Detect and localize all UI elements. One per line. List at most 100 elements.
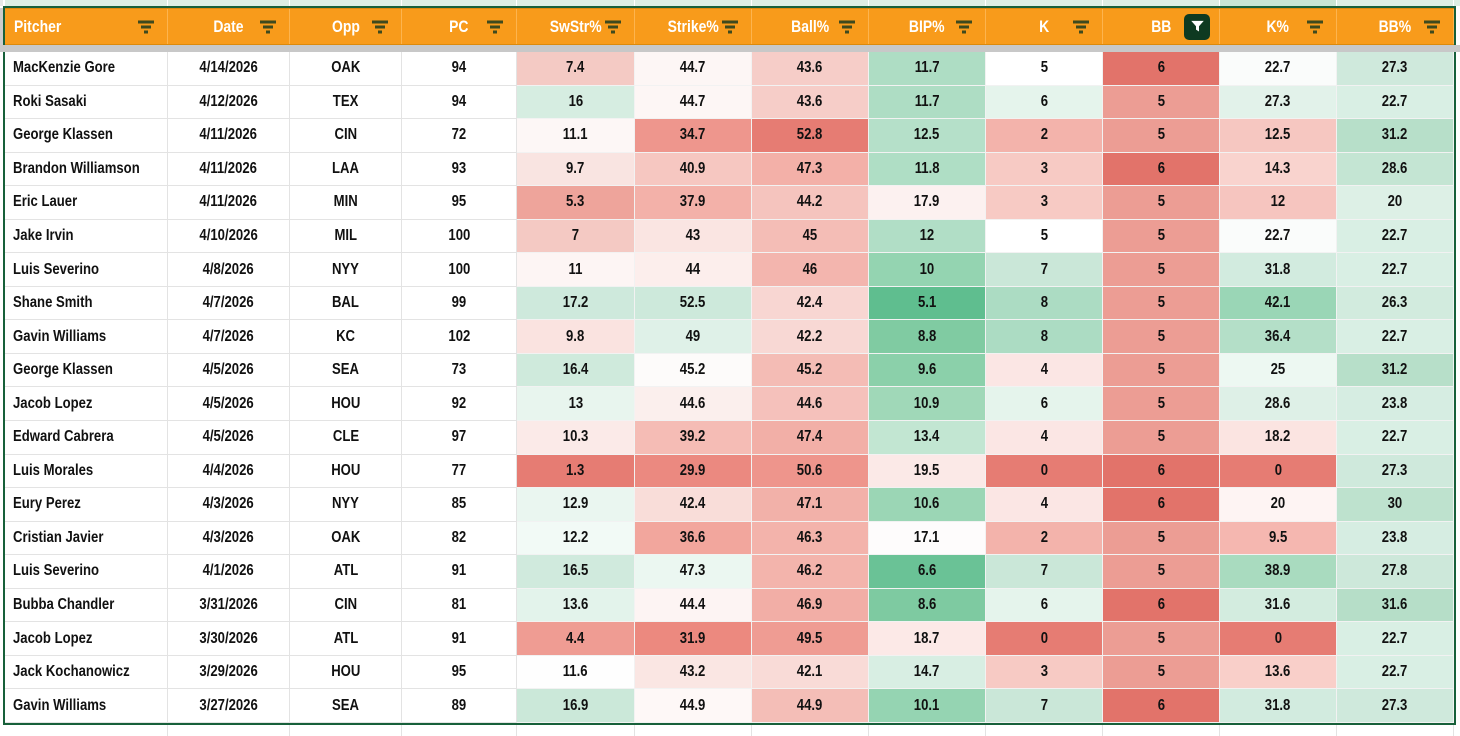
cell-bb[interactable]: 5 [1103,320,1220,354]
cell-ball[interactable]: 45 [752,219,869,254]
cell-bb[interactable]: 5 [1103,119,1220,153]
cell-swstr[interactable]: 11.1 [517,119,635,153]
cell-bbpct[interactable]: 26.3 [1337,286,1454,321]
cell-kpct[interactable]: 38.9 [1220,555,1337,589]
cell-kpct[interactable]: 13.6 [1220,655,1337,690]
cell-swstr[interactable]: 11.6 [517,655,635,690]
cell-kpct[interactable]: 31.8 [1220,689,1337,723]
cell-bip[interactable]: 12.5 [869,119,986,153]
cell-strike[interactable]: 44.7 [635,85,752,120]
cell-bip[interactable]: 6.6 [869,555,986,589]
cell-bip[interactable]: 18.7 [869,622,986,656]
cell-pc[interactable]: 81 [402,588,517,623]
cell-swstr[interactable]: 9.7 [517,152,635,187]
cell-k[interactable]: 0 [986,622,1103,656]
column-header-bbpct[interactable]: BB% [1337,9,1454,44]
cell-k[interactable]: 2 [986,521,1103,556]
cell-swstr[interactable]: 4.4 [517,622,635,656]
cell-swstr[interactable]: 1.3 [517,454,635,489]
column-header-bb[interactable]: BB [1103,9,1220,44]
cell-date[interactable]: 4/7/2026 [168,286,290,321]
cell-bbpct[interactable]: 27.3 [1337,689,1454,723]
cell-pitcher[interactable]: Jacob Lopez [5,387,168,422]
cell-swstr[interactable]: 16.5 [517,555,635,589]
cell-kpct[interactable]: 0 [1220,622,1337,656]
filter-icon[interactable] [956,20,972,33]
cell-bb[interactable]: 6 [1103,454,1220,489]
filter-icon[interactable] [839,20,855,33]
cell-ball[interactable]: 45.2 [752,353,869,388]
cell-date[interactable]: 3/30/2026 [168,622,290,656]
cell-pitcher[interactable]: Eury Perez [5,488,168,522]
cell-date[interactable]: 4/11/2026 [168,152,290,187]
filter-icon[interactable] [372,20,388,33]
cell-bb[interactable]: 6 [1103,488,1220,522]
cell-swstr[interactable]: 11 [517,253,635,287]
cell-pc[interactable]: 102 [402,320,517,354]
cell-pitcher[interactable]: Shane Smith [5,286,168,321]
cell-ball[interactable]: 44.6 [752,387,869,422]
cell-bbpct[interactable]: 31.6 [1337,588,1454,623]
column-header-kpct[interactable]: K% [1220,9,1337,44]
cell-bbpct[interactable]: 22.7 [1337,421,1454,455]
cell-strike[interactable]: 40.9 [635,152,752,187]
cell-strike[interactable]: 47.3 [635,555,752,589]
cell-bb[interactable]: 5 [1103,655,1220,690]
cell-bip[interactable]: 10.6 [869,488,986,522]
filter-active-icon[interactable] [1184,13,1210,40]
cell-pc[interactable]: 82 [402,521,517,556]
cell-bip[interactable]: 11.8 [869,152,986,187]
cell-strike[interactable]: 29.9 [635,454,752,489]
cell-kpct[interactable]: 22.7 [1220,52,1337,86]
cell-k[interactable]: 3 [986,152,1103,187]
cell-ball[interactable]: 47.4 [752,421,869,455]
cell-kpct[interactable]: 27.3 [1220,85,1337,120]
cell-pitcher[interactable]: Brandon Williamson [5,152,168,187]
cell-kpct[interactable]: 31.6 [1220,588,1337,623]
cell-bip[interactable]: 11.7 [869,52,986,86]
cell-date[interactable]: 4/1/2026 [168,555,290,589]
cell-bip[interactable]: 11.7 [869,85,986,120]
cell-strike[interactable]: 44 [635,253,752,287]
cell-date[interactable]: 3/27/2026 [168,689,290,723]
cell-bb[interactable]: 5 [1103,421,1220,455]
cell-swstr[interactable]: 13.6 [517,588,635,623]
cell-strike[interactable]: 43.2 [635,655,752,690]
cell-date[interactable]: 4/4/2026 [168,454,290,489]
cell-bb[interactable]: 5 [1103,353,1220,388]
cell-swstr[interactable]: 12.9 [517,488,635,522]
cell-opp[interactable]: CIN [290,588,402,623]
cell-opp[interactable]: ATL [290,555,402,589]
cell-k[interactable]: 4 [986,421,1103,455]
filter-icon[interactable] [487,20,503,33]
cell-date[interactable]: 4/5/2026 [168,421,290,455]
cell-swstr[interactable]: 12.2 [517,521,635,556]
cell-k[interactable]: 5 [986,219,1103,254]
cell-opp[interactable]: HOU [290,387,402,422]
cell-date[interactable]: 4/8/2026 [168,253,290,287]
cell-k[interactable]: 7 [986,555,1103,589]
cell-kpct[interactable]: 12 [1220,186,1337,220]
cell-ball[interactable]: 49.5 [752,622,869,656]
column-header-swstr[interactable]: SwStr% [517,9,635,44]
filter-icon[interactable] [260,20,276,33]
cell-kpct[interactable]: 18.2 [1220,421,1337,455]
cell-opp[interactable]: MIL [290,219,402,254]
cell-bip[interactable]: 17.9 [869,186,986,220]
cell-opp[interactable]: OAK [290,521,402,556]
cell-strike[interactable]: 34.7 [635,119,752,153]
cell-ball[interactable]: 46.9 [752,588,869,623]
cell-swstr[interactable]: 13 [517,387,635,422]
cell-opp[interactable]: ATL [290,622,402,656]
cell-pitcher[interactable]: Roki Sasaki [5,85,168,120]
cell-ball[interactable]: 42.2 [752,320,869,354]
cell-bb[interactable]: 5 [1103,219,1220,254]
filter-icon[interactable] [605,20,621,33]
cell-bip[interactable]: 10 [869,253,986,287]
cell-bip[interactable]: 10.1 [869,689,986,723]
cell-opp[interactable]: HOU [290,655,402,690]
cell-pitcher[interactable]: George Klassen [5,119,168,153]
cell-k[interactable]: 2 [986,119,1103,153]
cell-pc[interactable]: 95 [402,655,517,690]
cell-pitcher[interactable]: Cristian Javier [5,521,168,556]
